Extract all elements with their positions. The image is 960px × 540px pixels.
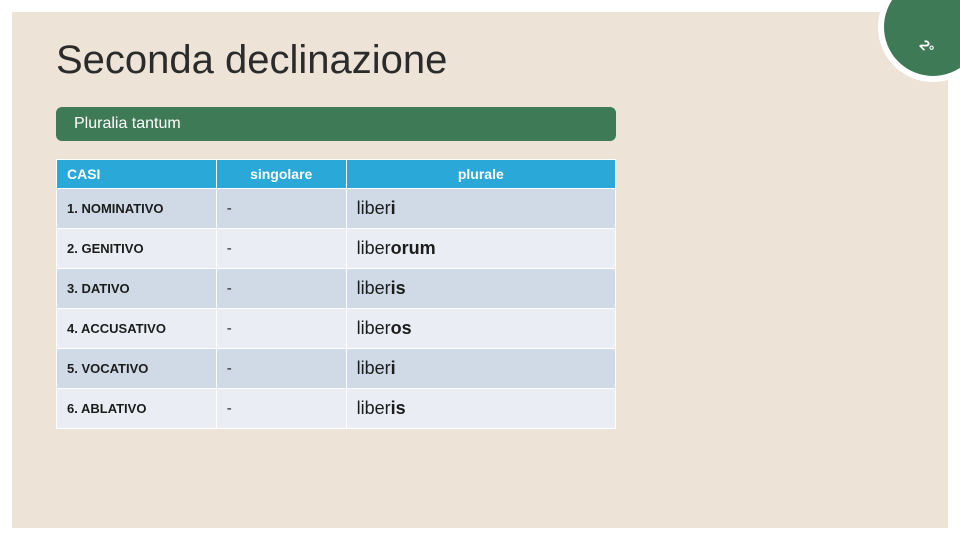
- cell-singolare: -: [216, 389, 346, 429]
- declension-table: CASI singolare plurale 1. NOMINATIVO - l…: [56, 159, 616, 429]
- cell-casi: 3. DATIVO: [57, 269, 217, 309]
- word-suffix: orum: [391, 238, 436, 258]
- table-row: 4. ACCUSATIVO - liberos: [57, 309, 616, 349]
- cell-plurale: liberorum: [346, 229, 615, 269]
- cell-casi: 4. ACCUSATIVO: [57, 309, 217, 349]
- table-row: 2. GENITIVO - liberorum: [57, 229, 616, 269]
- word-suffix: os: [391, 318, 412, 338]
- word-root: liber: [357, 318, 391, 338]
- cell-singolare: -: [216, 229, 346, 269]
- cell-plurale: liberis: [346, 269, 615, 309]
- table-header-row: CASI singolare plurale: [57, 160, 616, 189]
- table-row: 6. ABLATIVO - liberis: [57, 389, 616, 429]
- cell-plurale: liberis: [346, 389, 615, 429]
- word-suffix: i: [391, 198, 396, 218]
- cell-singolare: -: [216, 309, 346, 349]
- word-root: liber: [357, 398, 391, 418]
- col-header-casi: CASI: [57, 160, 217, 189]
- cell-plurale: liberi: [346, 189, 615, 229]
- word-suffix: i: [391, 358, 396, 378]
- word-root: liber: [357, 278, 391, 298]
- cell-plurale: liberi: [346, 349, 615, 389]
- cell-singolare: -: [216, 269, 346, 309]
- word-root: liber: [357, 358, 391, 378]
- table-row: 1. NOMINATIVO - liberi: [57, 189, 616, 229]
- subtitle-pill: Pluralia tantum: [56, 107, 616, 141]
- cell-casi: 2. GENITIVO: [57, 229, 217, 269]
- word-suffix: is: [391, 398, 406, 418]
- cell-singolare: -: [216, 349, 346, 389]
- word-root: liber: [357, 198, 391, 218]
- corner-badge-label: 2°: [917, 36, 938, 57]
- table-row: 3. DATIVO - liberis: [57, 269, 616, 309]
- table-row: 5. VOCATIVO - liberi: [57, 349, 616, 389]
- cell-casi: 5. VOCATIVO: [57, 349, 217, 389]
- col-header-plurale: plurale: [346, 160, 615, 189]
- slide: 2° Seconda declinazione Pluralia tantum …: [0, 0, 960, 540]
- cell-plurale: liberos: [346, 309, 615, 349]
- word-root: liber: [357, 238, 391, 258]
- cell-singolare: -: [216, 189, 346, 229]
- cell-casi: 1. NOMINATIVO: [57, 189, 217, 229]
- cell-casi: 6. ABLATIVO: [57, 389, 217, 429]
- page-title: Seconda declinazione: [56, 38, 904, 83]
- word-suffix: is: [391, 278, 406, 298]
- col-header-singolare: singolare: [216, 160, 346, 189]
